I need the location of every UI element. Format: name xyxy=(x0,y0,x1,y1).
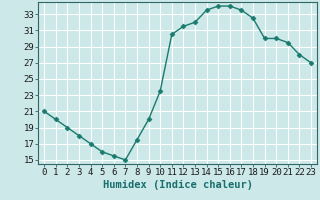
X-axis label: Humidex (Indice chaleur): Humidex (Indice chaleur) xyxy=(103,180,252,190)
